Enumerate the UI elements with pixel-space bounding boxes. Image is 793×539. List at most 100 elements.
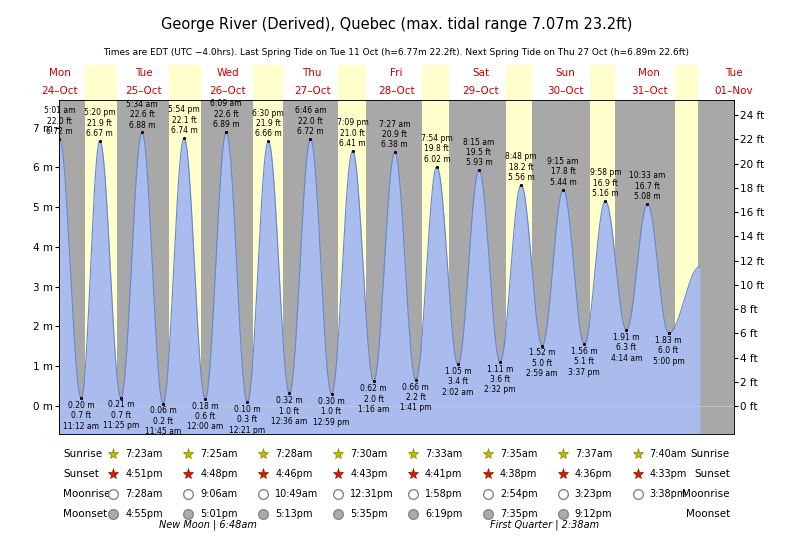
Text: Sun: Sun bbox=[555, 68, 575, 79]
Text: 7:30am: 7:30am bbox=[350, 450, 387, 459]
Text: 0.10 m
0.3 ft
12:21 pm: 0.10 m 0.3 ft 12:21 pm bbox=[229, 405, 266, 434]
Bar bbox=[85, 65, 117, 100]
Text: 26–Oct: 26–Oct bbox=[209, 86, 247, 96]
Text: 10:49am: 10:49am bbox=[275, 489, 319, 499]
Text: 7:09 pm
21.0 ft
6.41 m: 7:09 pm 21.0 ft 6.41 m bbox=[337, 119, 369, 148]
Text: 7:25am: 7:25am bbox=[201, 450, 238, 459]
Text: 7:28am: 7:28am bbox=[125, 489, 163, 499]
Text: Sunrise: Sunrise bbox=[691, 450, 730, 459]
Bar bbox=[506, 100, 532, 434]
Text: 9:12pm: 9:12pm bbox=[575, 509, 612, 519]
Text: 31–Oct: 31–Oct bbox=[631, 86, 668, 96]
Text: 4:41pm: 4:41pm bbox=[425, 469, 462, 479]
Text: 9:58 pm
16.9 ft
5.16 m: 9:58 pm 16.9 ft 5.16 m bbox=[589, 168, 621, 198]
Text: 1.05 m
3.4 ft
2:02 am: 1.05 m 3.4 ft 2:02 am bbox=[442, 367, 473, 397]
Text: 4:48pm: 4:48pm bbox=[201, 469, 238, 479]
Text: Mon: Mon bbox=[638, 68, 661, 79]
Bar bbox=[85, 100, 117, 434]
Text: 1.52 m
5.0 ft
2:59 am: 1.52 m 5.0 ft 2:59 am bbox=[527, 348, 558, 378]
Bar bbox=[169, 100, 201, 434]
Text: Moonrise: Moonrise bbox=[682, 489, 730, 499]
Text: 0.21 m
0.7 ft
11:25 pm: 0.21 m 0.7 ft 11:25 pm bbox=[103, 400, 139, 430]
Bar bbox=[675, 100, 698, 434]
Text: Fri: Fri bbox=[390, 68, 403, 79]
Text: 5:35pm: 5:35pm bbox=[350, 509, 388, 519]
Text: Thu: Thu bbox=[302, 68, 322, 79]
Text: 3:38pm: 3:38pm bbox=[649, 489, 687, 499]
Text: 30–Oct: 30–Oct bbox=[546, 86, 584, 96]
Text: 7:35pm: 7:35pm bbox=[500, 509, 538, 519]
Text: 10:33 am
16.7 ft
5.08 m: 10:33 am 16.7 ft 5.08 m bbox=[630, 171, 665, 201]
Text: 6:30 pm
21.9 ft
6.66 m: 6:30 pm 21.9 ft 6.66 m bbox=[252, 108, 284, 139]
Text: 5:13pm: 5:13pm bbox=[275, 509, 312, 519]
Text: 12:31pm: 12:31pm bbox=[350, 489, 393, 499]
Text: 1.56 m
5.1 ft
3:37 pm: 1.56 m 5.1 ft 3:37 pm bbox=[569, 347, 600, 377]
Text: 5:01 am
22.0 ft
6.72 m: 5:01 am 22.0 ft 6.72 m bbox=[44, 106, 75, 136]
Text: 7:35am: 7:35am bbox=[500, 450, 537, 459]
Text: 4:36pm: 4:36pm bbox=[575, 469, 612, 479]
Text: 6:19pm: 6:19pm bbox=[425, 509, 462, 519]
Text: Moonset: Moonset bbox=[685, 509, 730, 519]
Text: Sunrise: Sunrise bbox=[63, 450, 102, 459]
Text: 9:15 am
17.8 ft
5.44 m: 9:15 am 17.8 ft 5.44 m bbox=[547, 157, 579, 187]
Bar bbox=[675, 65, 698, 100]
Text: 8:15 am
19.5 ft
5.93 m: 8:15 am 19.5 ft 5.93 m bbox=[463, 137, 495, 167]
Text: 28–Oct: 28–Oct bbox=[378, 86, 415, 96]
Text: 0.20 m
0.7 ft
11:12 am: 0.20 m 0.7 ft 11:12 am bbox=[63, 401, 99, 431]
Text: Sat: Sat bbox=[472, 68, 489, 79]
Text: 1.83 m
6.0 ft
5:00 pm: 1.83 m 6.0 ft 5:00 pm bbox=[653, 336, 684, 366]
Text: Sunset: Sunset bbox=[694, 469, 730, 479]
Text: 4:33pm: 4:33pm bbox=[649, 469, 687, 479]
Text: Moonrise: Moonrise bbox=[63, 489, 111, 499]
Bar bbox=[591, 65, 615, 100]
Bar bbox=[338, 100, 366, 434]
Text: 2:54pm: 2:54pm bbox=[500, 489, 538, 499]
Text: 9:06am: 9:06am bbox=[201, 489, 237, 499]
Bar bbox=[338, 65, 366, 100]
Bar bbox=[591, 100, 615, 434]
Text: 6:46 am
22.0 ft
6.72 m: 6:46 am 22.0 ft 6.72 m bbox=[295, 106, 326, 136]
Text: 5:20 pm
21.9 ft
6.67 m: 5:20 pm 21.9 ft 6.67 m bbox=[84, 108, 116, 138]
Text: 7:40am: 7:40am bbox=[649, 450, 687, 459]
Text: 25–Oct: 25–Oct bbox=[125, 86, 162, 96]
Text: 8:48 pm
18.2 ft
5.56 m: 8:48 pm 18.2 ft 5.56 m bbox=[505, 152, 537, 182]
Text: 4:38pm: 4:38pm bbox=[500, 469, 537, 479]
Text: 4:46pm: 4:46pm bbox=[275, 469, 312, 479]
Text: 7:23am: 7:23am bbox=[125, 450, 163, 459]
Text: 6:09 am
22.6 ft
6.89 m: 6:09 am 22.6 ft 6.89 m bbox=[210, 99, 242, 129]
Text: Moonset: Moonset bbox=[63, 509, 108, 519]
Text: 27–Oct: 27–Oct bbox=[294, 86, 331, 96]
Text: 5:54 pm
22.1 ft
6.74 m: 5:54 pm 22.1 ft 6.74 m bbox=[168, 105, 200, 135]
Text: 1.11 m
3.6 ft
2:32 pm: 1.11 m 3.6 ft 2:32 pm bbox=[485, 365, 515, 395]
Text: 7:27 am
20.9 ft
6.38 m: 7:27 am 20.9 ft 6.38 m bbox=[379, 120, 411, 149]
Text: Times are EDT (UTC −4.0hrs). Last Spring Tide on Tue 11 Oct (h=6.77m 22.2ft). Ne: Times are EDT (UTC −4.0hrs). Last Spring… bbox=[104, 47, 689, 57]
Text: First Quarter | 2:38am: First Quarter | 2:38am bbox=[490, 520, 600, 530]
Text: 7:37am: 7:37am bbox=[575, 450, 612, 459]
Text: Tue: Tue bbox=[135, 68, 152, 79]
Text: 0.06 m
0.2 ft
11:45 am: 0.06 m 0.2 ft 11:45 am bbox=[145, 406, 181, 436]
Bar bbox=[422, 100, 449, 434]
Text: 24–Oct: 24–Oct bbox=[41, 86, 78, 96]
Bar bbox=[506, 65, 532, 100]
Text: George River (Derived), Quebec (max. tidal range 7.07m 23.2ft): George River (Derived), Quebec (max. tid… bbox=[161, 17, 632, 32]
Text: 0.30 m
1.0 ft
12:59 pm: 0.30 m 1.0 ft 12:59 pm bbox=[313, 397, 350, 427]
Text: 3:23pm: 3:23pm bbox=[575, 489, 612, 499]
Text: 1.91 m
6.3 ft
4:14 am: 1.91 m 6.3 ft 4:14 am bbox=[611, 333, 642, 363]
Text: Tue: Tue bbox=[725, 68, 742, 79]
Text: Wed: Wed bbox=[216, 68, 239, 79]
Text: New Moon | 6:48am: New Moon | 6:48am bbox=[159, 520, 257, 530]
Text: Mon: Mon bbox=[48, 68, 71, 79]
Text: 4:51pm: 4:51pm bbox=[125, 469, 163, 479]
Text: 7:28am: 7:28am bbox=[275, 450, 312, 459]
Bar bbox=[422, 65, 449, 100]
Text: 1:58pm: 1:58pm bbox=[425, 489, 462, 499]
Text: 29–Oct: 29–Oct bbox=[462, 86, 499, 96]
Text: 4:43pm: 4:43pm bbox=[350, 469, 388, 479]
Text: 01–Nov: 01–Nov bbox=[714, 86, 753, 96]
Text: 0.66 m
2.2 ft
1:41 pm: 0.66 m 2.2 ft 1:41 pm bbox=[400, 383, 431, 412]
Bar bbox=[169, 65, 201, 100]
Text: 0.18 m
0.6 ft
12:00 am: 0.18 m 0.6 ft 12:00 am bbox=[187, 402, 224, 432]
Text: 0.62 m
2.0 ft
1:16 am: 0.62 m 2.0 ft 1:16 am bbox=[358, 384, 389, 414]
Bar bbox=[254, 65, 283, 100]
Text: 7:54 pm
19.8 ft
6.02 m: 7:54 pm 19.8 ft 6.02 m bbox=[421, 134, 453, 164]
